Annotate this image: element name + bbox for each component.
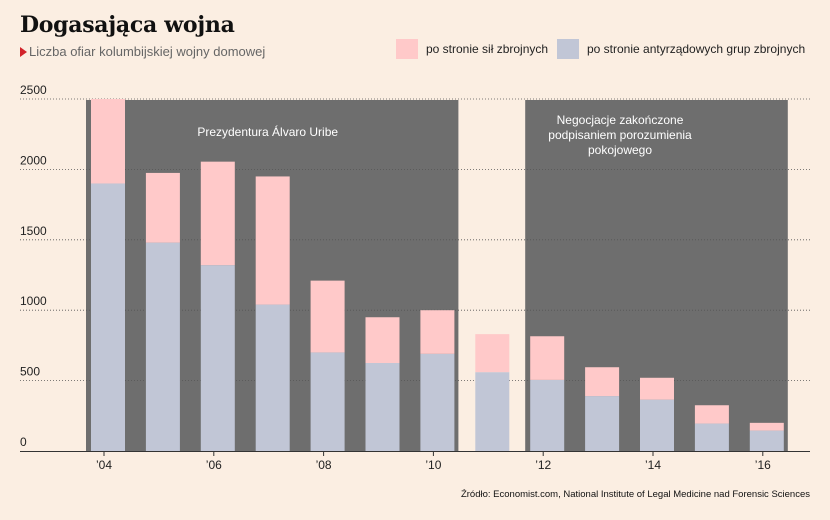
bar-anti-government-2016 xyxy=(749,430,784,451)
bar-anti-government-2011 xyxy=(475,372,510,451)
x-tick-label-2008: ’08 xyxy=(316,458,332,472)
x-tick-label-2006: ’06 xyxy=(206,458,222,472)
legend-item-armed-forces: po stronie sił zbrojnych xyxy=(396,39,548,59)
bar-armed-forces-2011 xyxy=(475,334,510,373)
subtitle-text: Liczba ofiar kolumbijskiej wojny domowej xyxy=(29,44,266,59)
bar-armed-forces-2010 xyxy=(420,310,455,354)
bar-anti-government-2004 xyxy=(91,183,125,452)
bar-anti-government-2006 xyxy=(200,265,235,451)
bar-armed-forces-2005 xyxy=(145,172,180,243)
legend-label-anti-government: po stronie antyrządowych grup zbrojnych xyxy=(587,42,806,56)
bar-armed-forces-2006 xyxy=(200,161,235,266)
legend-label-armed-forces: po stronie sił zbrojnych xyxy=(426,42,549,56)
bar-anti-government-2010 xyxy=(420,353,455,451)
bar-anti-government-2008 xyxy=(310,352,345,451)
annotation-peace-negotiations-line-1: Negocjacje zakończone xyxy=(557,113,684,127)
bar-armed-forces-2004 xyxy=(91,99,125,184)
bar-armed-forces-2014 xyxy=(640,377,674,400)
bar-anti-government-2012 xyxy=(530,379,565,451)
bar-armed-forces-2013 xyxy=(585,367,620,397)
bar-anti-government-2015 xyxy=(694,423,729,451)
source-note: Źródło: Economist.com, National Institut… xyxy=(460,489,810,500)
y-tick-label-1500: 1500 xyxy=(20,224,47,238)
bar-armed-forces-2007 xyxy=(255,176,290,305)
chart-title: Dogasająca wojna xyxy=(20,12,235,38)
x-tick-label-2016: ’16 xyxy=(755,458,771,472)
y-tick-label-1000: 1000 xyxy=(20,294,47,308)
x-tick-label-2004: ’04 xyxy=(96,458,112,472)
legend-item-anti-government: po stronie antyrządowych grup zbrojnych xyxy=(557,39,805,59)
annotation-peace-negotiations-line-3: pokojowego xyxy=(588,143,652,157)
bar-armed-forces-2009 xyxy=(365,317,400,363)
bar-anti-government-2014 xyxy=(640,399,674,451)
bar-anti-government-2013 xyxy=(585,396,620,451)
bar-armed-forces-2016 xyxy=(749,422,784,431)
stacked-bar-chart: 0 500 1000 1500 2000 2500 ’04 ’06 ’08 ’10 ’12 ’14 ’1… xyxy=(20,83,810,472)
x-tick-label-2010: ’10 xyxy=(425,458,441,472)
bar-armed-forces-2015 xyxy=(694,405,729,424)
triangle-marker-icon xyxy=(20,47,27,57)
chart-subtitle: Liczba ofiar kolumbijskiej wojny domowej xyxy=(20,44,265,59)
legend-swatch-armed-forces xyxy=(396,39,418,59)
x-tick-label-2012: ’12 xyxy=(535,458,551,472)
y-tick-label-0: 0 xyxy=(20,435,27,449)
annotation-uribe-presidency: Prezydentura Álvaro Uribe xyxy=(197,124,338,139)
legend-swatch-anti-government xyxy=(557,39,579,59)
annotation-peace-negotiations-line-2: podpisaniem porozumienia xyxy=(548,128,692,142)
bar-anti-government-2005 xyxy=(145,242,180,451)
y-tick-label-500: 500 xyxy=(20,365,40,379)
bar-armed-forces-2012 xyxy=(530,336,565,380)
bar-anti-government-2009 xyxy=(365,363,400,451)
y-tick-label-2000: 2000 xyxy=(20,153,47,167)
bar-anti-government-2007 xyxy=(255,304,290,451)
bar-armed-forces-2008 xyxy=(310,280,345,353)
y-tick-label-2500: 2500 xyxy=(20,83,47,97)
x-tick-label-2014: ’14 xyxy=(645,458,661,472)
